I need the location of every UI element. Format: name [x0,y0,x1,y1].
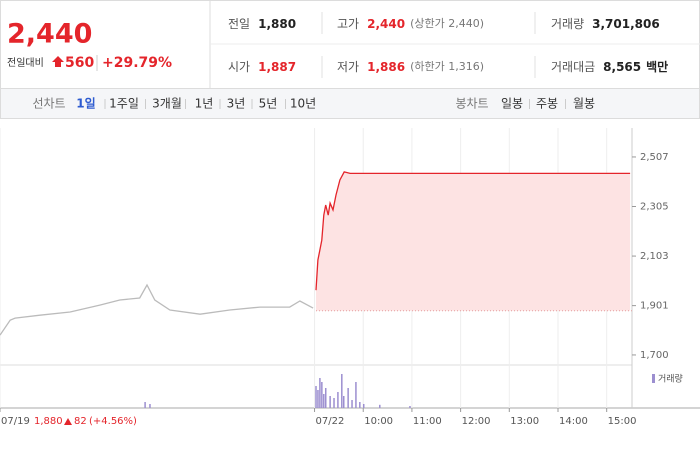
volume-bar [355,382,357,408]
volume-bar [149,404,151,408]
stat-label: 거래대금 [551,60,595,74]
volume-bar [337,392,339,408]
x-tick-label: 07/19 [1,416,30,427]
volume-bar [323,394,325,408]
volume-bar [315,386,317,408]
stat: 시가 1,887 [228,60,296,74]
volume-bar [347,388,349,408]
price-line [0,283,314,336]
y-tick-label: 2,103 [640,251,669,262]
volume-bar [144,402,146,408]
volume-bar [317,390,319,408]
volume-bar [409,406,411,408]
stat-value: 1,880 [258,17,296,31]
price-line [315,171,631,291]
stat-label: 시가 [228,60,250,74]
prev-close: 1,880 [34,416,63,427]
stat: 거래량 3,701,806 [551,17,660,31]
x-tick-label: 07/22 [316,416,345,427]
volume-bar [351,400,353,408]
prev-change: 82 [74,416,87,427]
volume-bar [341,374,343,408]
chart: 07/19 07/22 10:00 11:00 12:00 13:00 14:00 15:00… [0,128,700,427]
volume-bar [333,398,335,408]
stat-value: 1,886 [367,60,405,74]
volume-bar [343,396,345,408]
x-tick-label: 15:00 [608,416,637,427]
volume-bar [362,404,365,408]
stat-value: 8,565 [603,60,641,74]
stat-unit: 백만 [646,59,668,74]
stat-note: (상한가 2,440) [410,17,484,30]
tab[interactable]: 3개월 [152,97,182,111]
change-rate: +29.79% [102,55,172,71]
tab[interactable]: 1주일 [109,97,139,111]
tab[interactable]: 1일 [76,97,95,111]
y-tick-label: 2,507 [640,152,669,163]
tab-bar [0,88,700,119]
stat-label: 거래량 [551,17,584,31]
stat: 거래대금 8,565 백만 [551,59,668,74]
y-tick-label: 1,700 [640,350,669,361]
tabs: 선차트 1일 1주일 3개월 1년 3년 5년 10년 봉차트 일봉 주봉 월봉 [32,97,595,111]
tab[interactable]: 3년 [227,97,246,111]
tab[interactable]: 5년 [259,97,278,111]
stat-label: 전일 [228,17,250,31]
stat: 고가 2,440 (상한가 2,440) [337,17,484,31]
stat-label: 고가 [337,17,359,31]
stat: 저가 1,886 (하한가 1,316) [337,59,484,74]
stat-value: 3,701,806 [592,17,660,31]
prev-change-rate: (+4.56%) [89,416,137,427]
stats: 전일 1,880 고가 2,440 (상한가 2,440) 거래량 3,701,806 시가 1… [228,17,668,74]
volume-bar [324,388,327,408]
stat-label: 저가 [337,60,359,74]
tab[interactable]: 주봉 [536,97,558,111]
price: 2,440 [7,19,92,50]
tab[interactable]: 월봉 [573,97,595,111]
stat-value: 1,887 [258,60,296,74]
stat-note: (하한가 1,316) [410,59,484,73]
x-tick-label: 11:00 [413,416,442,427]
volume-bar [319,378,321,408]
up-icon [64,418,72,425]
tab[interactable]: 일봉 [501,97,523,111]
y-tick-label: 1,901 [640,301,669,312]
x-tick-label: 10:00 [364,416,393,427]
x-tick-label: 12:00 [462,416,491,427]
stat: 전일 1,880 [228,17,296,31]
change-label: 전일대비 [7,57,44,69]
volume-bar [379,404,381,408]
legend-swatch [652,374,655,383]
stat-value: 2,440 [367,17,405,31]
volume-bar [321,382,323,408]
x-tick-label: 14:00 [559,416,588,427]
up-icon [52,56,64,67]
volume-bar [359,402,361,408]
change: 560 [65,55,94,71]
volume-bar [329,396,331,408]
tab-group-label: 선차트 [32,97,65,111]
tab[interactable]: 1년 [195,97,214,111]
x-tick-label: 13:00 [510,416,539,427]
legend-label: 거래량 [658,373,683,385]
tab-group-label: 봉차트 [455,97,488,111]
area [316,171,631,311]
tab[interactable]: 10년 [290,97,316,111]
y-tick-label: 2,305 [640,202,669,213]
